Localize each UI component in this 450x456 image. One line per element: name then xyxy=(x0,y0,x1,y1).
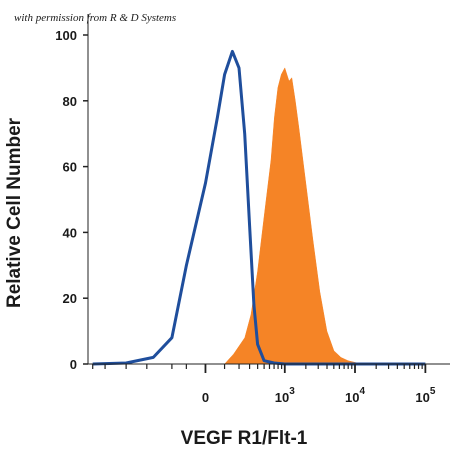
x-axis-label: VEGF R1/Flt-1 xyxy=(181,428,308,449)
x-tick-label: 104 xyxy=(345,386,365,405)
control-histogram-line xyxy=(92,49,426,366)
x-tick-label: 105 xyxy=(415,386,435,405)
y-tick-label: 80 xyxy=(63,94,77,109)
y-tick-label: 100 xyxy=(55,28,77,43)
y-tick-label: 20 xyxy=(63,291,77,306)
watermark-text: with permission from R & D Systems xyxy=(14,12,176,24)
y-tick-label: 0 xyxy=(70,357,77,372)
x-tick-label: 0 xyxy=(202,390,209,405)
y-tick-label: 40 xyxy=(63,225,77,240)
y-axis-label: Relative Cell Number xyxy=(4,117,25,308)
sample-histogram-fill xyxy=(224,67,363,365)
x-tick-label: 103 xyxy=(275,386,295,405)
y-tick-label: 60 xyxy=(63,160,77,175)
plot-area xyxy=(92,49,426,366)
